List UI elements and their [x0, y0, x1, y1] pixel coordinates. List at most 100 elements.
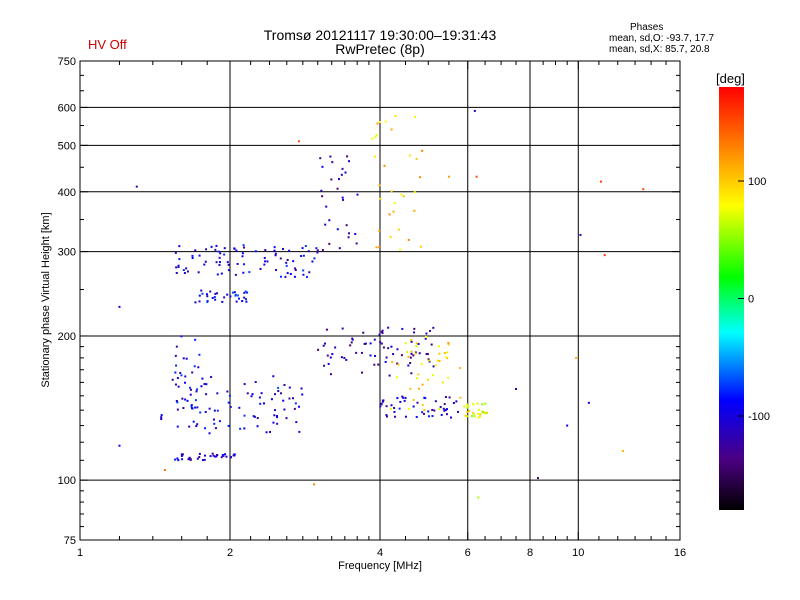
- data-point: [204, 260, 207, 263]
- data-point: [218, 420, 221, 423]
- data-point: [472, 403, 475, 406]
- data-point: [398, 407, 401, 410]
- data-point: [260, 392, 263, 395]
- x-tick-label: 6: [465, 547, 471, 559]
- data-point: [274, 252, 277, 255]
- data-point: [382, 346, 385, 349]
- data-point: [214, 427, 217, 430]
- data-point: [177, 265, 180, 268]
- data-point: [206, 295, 209, 298]
- data-point: [175, 266, 178, 269]
- data-point: [434, 400, 437, 403]
- data-point: [599, 180, 602, 183]
- data-point: [282, 248, 285, 251]
- data-point: [397, 228, 400, 231]
- data-point: [378, 120, 381, 123]
- chart-title: Tromsø 20121117 19:30:00–19:31:43: [263, 27, 497, 43]
- y-tick-label: 750: [58, 56, 76, 68]
- data-point: [252, 415, 255, 418]
- data-point: [472, 411, 475, 414]
- data-point: [221, 453, 224, 456]
- data-point: [245, 300, 248, 303]
- data-point: [393, 202, 396, 205]
- data-point: [394, 415, 397, 418]
- data-point: [233, 454, 236, 457]
- data-point: [418, 176, 421, 179]
- data-point: [196, 406, 199, 409]
- data-point: [406, 351, 409, 354]
- data-point: [288, 386, 291, 389]
- data-point: [285, 417, 288, 420]
- data-point: [218, 261, 221, 264]
- data-point: [446, 357, 449, 360]
- data-point: [470, 415, 473, 418]
- data-point: [218, 263, 221, 266]
- data-point: [373, 155, 376, 158]
- data-point: [464, 414, 467, 417]
- data-point: [396, 362, 399, 365]
- data-point: [415, 342, 418, 345]
- data-point: [186, 270, 189, 273]
- data-point: [378, 229, 381, 232]
- data-point: [302, 269, 305, 272]
- data-point: [214, 298, 217, 301]
- colorbar-ticks: 100 0 -100: [738, 176, 770, 423]
- data-point: [188, 425, 191, 428]
- plot-grid: [80, 61, 680, 540]
- data-point: [163, 469, 166, 472]
- data-point: [194, 406, 197, 409]
- data-point: [418, 352, 421, 355]
- data-point: [177, 459, 180, 462]
- data-point: [236, 294, 239, 297]
- data-point: [176, 401, 179, 404]
- data-point: [431, 415, 434, 418]
- data-point: [243, 263, 246, 266]
- data-point: [388, 213, 391, 216]
- data-point: [216, 392, 219, 395]
- data-point: [415, 157, 418, 160]
- colorbar-tick-label: 0: [748, 294, 754, 306]
- data-point: [242, 271, 245, 274]
- data-point: [466, 415, 469, 418]
- y-tick-label: 100: [58, 475, 76, 487]
- data-point: [210, 245, 213, 248]
- data-point: [455, 400, 458, 403]
- data-point: [410, 352, 413, 355]
- data-point: [386, 415, 389, 418]
- data-point: [198, 300, 201, 303]
- data-point: [176, 377, 179, 380]
- data-point: [286, 272, 289, 275]
- data-point: [329, 155, 332, 158]
- data-point: [430, 343, 433, 346]
- data-point: [180, 453, 183, 456]
- data-point: [414, 115, 417, 118]
- data-point: [256, 417, 259, 420]
- data-point: [426, 353, 429, 356]
- data-point: [182, 407, 185, 410]
- x-tick-label: 4: [377, 547, 383, 559]
- data-point: [409, 387, 412, 390]
- data-point: [399, 400, 402, 403]
- data-point: [351, 338, 354, 341]
- data-point: [180, 374, 183, 377]
- data-points: [118, 109, 645, 499]
- data-point: [373, 338, 376, 341]
- data-point: [276, 414, 279, 417]
- data-point: [196, 457, 199, 460]
- data-point: [234, 294, 237, 297]
- data-point: [603, 254, 606, 257]
- data-point: [182, 269, 185, 272]
- data-point: [380, 402, 383, 405]
- data-point: [216, 453, 219, 456]
- data-point: [305, 276, 308, 279]
- data-point: [220, 456, 223, 459]
- data-point: [248, 271, 251, 274]
- data-point: [273, 246, 276, 249]
- data-point: [437, 345, 440, 348]
- data-point: [175, 271, 178, 274]
- data-point: [198, 294, 201, 297]
- data-point: [445, 356, 448, 359]
- data-point: [250, 395, 253, 398]
- data-point: [191, 254, 194, 257]
- data-point: [410, 339, 413, 342]
